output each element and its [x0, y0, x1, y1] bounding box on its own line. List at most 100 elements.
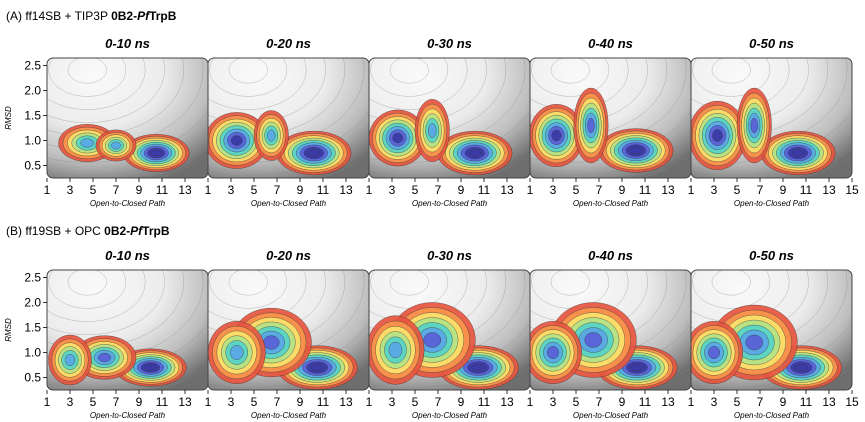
x-tick-label: 11	[639, 183, 652, 197]
y-tick-label: 1.5	[24, 321, 41, 335]
x-tick-label: 9	[297, 395, 304, 409]
x-tick-label: 5	[90, 183, 97, 197]
x-tick-label: 13	[178, 183, 192, 197]
density-contour	[791, 149, 805, 157]
x-tick-label: 15	[845, 183, 859, 197]
x-tick-label: 11	[156, 183, 169, 197]
x-tick-label: 9	[297, 183, 304, 197]
x-tick-label: 13	[500, 395, 514, 409]
x-tick-label: 13	[500, 183, 514, 197]
density-contour	[794, 363, 808, 372]
x-tick-label: 7	[274, 183, 281, 197]
x-tick-label: 1	[44, 395, 51, 409]
x-tick-label: 5	[251, 395, 258, 409]
x-tick-label: 3	[389, 395, 396, 409]
x-tick-label: 13	[661, 395, 675, 409]
x-tick-label: 3	[389, 183, 396, 197]
density-contour	[708, 346, 720, 359]
x-tick-label: 5	[412, 183, 419, 197]
y-tick-label: 2.0	[24, 296, 41, 310]
x-tick-label: 9	[780, 395, 787, 409]
density-region	[691, 87, 836, 176]
density-region	[58, 124, 190, 172]
x-tick-label: 3	[711, 183, 718, 197]
density-region	[530, 87, 674, 173]
y-tick-label: 0.5	[24, 159, 41, 173]
density-contour	[267, 129, 276, 142]
y-tick-label: 2.5	[24, 59, 41, 73]
density-contour	[547, 346, 559, 359]
density-contour	[80, 138, 95, 148]
density-contour	[423, 332, 442, 348]
x-tick-label: 1	[205, 183, 212, 197]
density-contour	[630, 363, 644, 372]
y-tick-label: 1.5	[24, 109, 41, 123]
density-contour	[98, 352, 112, 363]
density-contour	[263, 335, 280, 350]
panel-frame	[690, 269, 853, 391]
x-tick-label: 9	[780, 183, 787, 197]
density-contour	[111, 141, 121, 150]
x-tick-label: 15	[845, 395, 859, 409]
panel-title: 0-50 ns	[749, 36, 794, 51]
y-axis-label: RMSD	[4, 106, 13, 130]
density-region	[208, 307, 358, 390]
density-contour	[468, 149, 481, 157]
x-tick-label: 11	[639, 395, 652, 409]
density-contour	[230, 135, 243, 146]
x-tick-label: 1	[527, 183, 534, 197]
x-tick-label: 1	[527, 395, 534, 409]
density-contour	[150, 149, 162, 157]
x-tick-label: 13	[822, 395, 836, 409]
y-tick-label: 1.0	[24, 346, 41, 360]
density-contour	[229, 345, 244, 360]
x-axis-label: Open-to-Closed Path	[412, 411, 488, 420]
density-contour	[144, 364, 157, 371]
panel-title: 0-10 ns	[105, 36, 150, 51]
x-tick-label: 13	[822, 183, 836, 197]
x-tick-label: 11	[156, 395, 169, 409]
x-tick-label: 9	[619, 395, 626, 409]
x-tick-label: 11	[317, 395, 330, 409]
density-contour	[551, 129, 562, 142]
y-axis-label: RMSD	[4, 318, 13, 342]
x-tick-label: 7	[274, 395, 281, 409]
panel-title: 0-30 ns	[427, 36, 472, 51]
x-tick-label: 13	[178, 395, 192, 409]
x-tick-label: 5	[90, 395, 97, 409]
x-tick-label: 1	[44, 183, 51, 197]
density-contour	[64, 354, 76, 366]
x-axis-label: Open-to-Closed Path	[412, 199, 488, 208]
x-tick-label: 5	[573, 183, 580, 197]
x-tick-label: 9	[458, 395, 465, 409]
x-tick-label: 7	[113, 183, 120, 197]
x-tick-label: 3	[228, 183, 235, 197]
x-tick-label: 11	[478, 183, 491, 197]
density-contour	[587, 117, 595, 134]
x-tick-label: 7	[596, 183, 603, 197]
x-tick-label: 5	[734, 395, 741, 409]
x-tick-label: 9	[619, 183, 626, 197]
density-contour	[629, 146, 642, 155]
x-tick-label: 13	[339, 183, 353, 197]
y-tick-label: 2.5	[24, 271, 41, 285]
x-axis-label: Open-to-Closed Path	[573, 199, 649, 208]
density-region	[48, 334, 187, 387]
row-b-title: (B) ff19SB + OPC 0B2-PfTrpB	[6, 224, 170, 238]
density-contour	[310, 363, 324, 372]
x-tick-label: 3	[228, 395, 235, 409]
x-tick-label: 9	[136, 395, 143, 409]
density-contour	[392, 132, 403, 144]
density-contour	[388, 341, 403, 359]
x-tick-label: 11	[478, 395, 491, 409]
density-contour	[307, 149, 320, 157]
panel-frame	[690, 57, 853, 179]
